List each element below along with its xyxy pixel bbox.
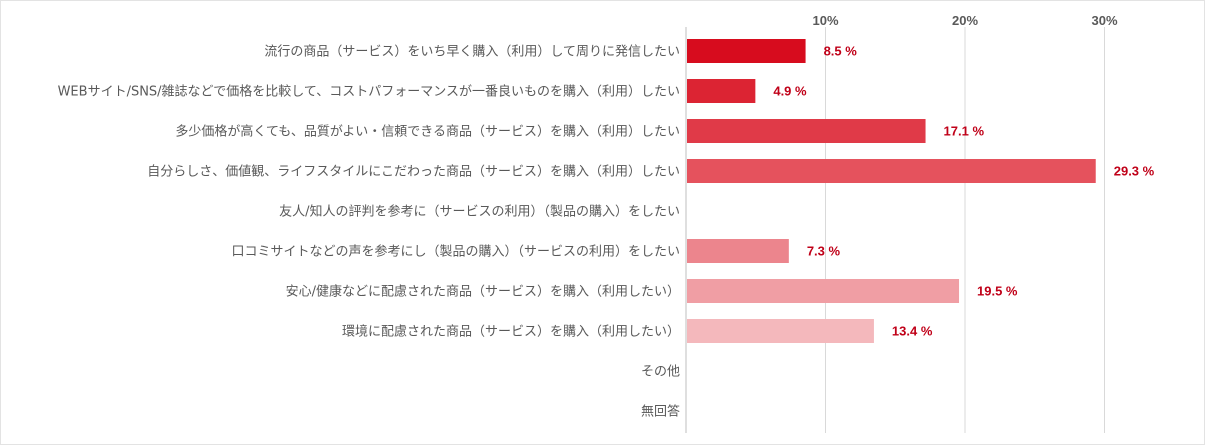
category-label-10: 無回答 xyxy=(641,404,680,420)
data-label-7: 19.5 % xyxy=(977,284,1018,299)
data-label-1: 8.5 % xyxy=(824,44,858,59)
bar-3 xyxy=(687,119,926,143)
category-label-5: 友人/知人の評判を参考に（サービスの利用）（製品の購入）をしたい xyxy=(279,204,680,220)
bar-2 xyxy=(687,79,756,103)
data-label-6: 7.3 % xyxy=(807,244,841,259)
bar-layer xyxy=(687,39,1096,343)
category-label-6: 口コミサイトなどの声を参考にし（製品の購入）（サービスの利用）をしたい xyxy=(231,244,680,260)
data-label-2: 4.9 % xyxy=(773,84,807,99)
bar-6 xyxy=(687,239,789,263)
tick-label-10: 10% xyxy=(812,13,838,28)
data-label-3: 17.1 % xyxy=(944,124,985,139)
category-label-7: 安心/健康などに配慮された商品（サービス）を購入（利用したい） xyxy=(286,284,680,300)
category-label-9: その他 xyxy=(641,365,680,380)
tick-label-30: 30% xyxy=(1091,13,1117,28)
category-label-4: 自分らしさ、価値観、ライフスタイルにこだわった商品（サービス）を購入（利用）した… xyxy=(147,164,680,180)
grid-layer: 10% 20% 30% xyxy=(685,13,1118,433)
category-label-3: 多少価格が高くても、品質がよい・信頼できる商品（サービス）を購入（利用）したい xyxy=(175,124,680,140)
bar-7 xyxy=(687,279,960,303)
bar-1 xyxy=(687,39,806,63)
category-label-2: WEBサイト/SNS/雑誌などで価格を比較して、コストパフォーマンスが一番良いも… xyxy=(58,84,680,100)
bar-8 xyxy=(687,319,874,343)
category-label-8: 環境に配慮された商品（サービス）を購入（利用したい） xyxy=(342,325,680,340)
bar-4 xyxy=(687,159,1096,183)
data-label-8: 13.4 % xyxy=(892,324,933,339)
data-label-4: 29.3 % xyxy=(1114,164,1155,179)
label-layer: 流行の商品（サービス）をいち早く購入（利用）して周りに発信したい 8.5 % WEB… xyxy=(58,44,1155,420)
tick-label-20: 20% xyxy=(952,13,978,28)
category-label-1: 流行の商品（サービス）をいち早く購入（利用）して周りに発信したい xyxy=(264,45,680,60)
